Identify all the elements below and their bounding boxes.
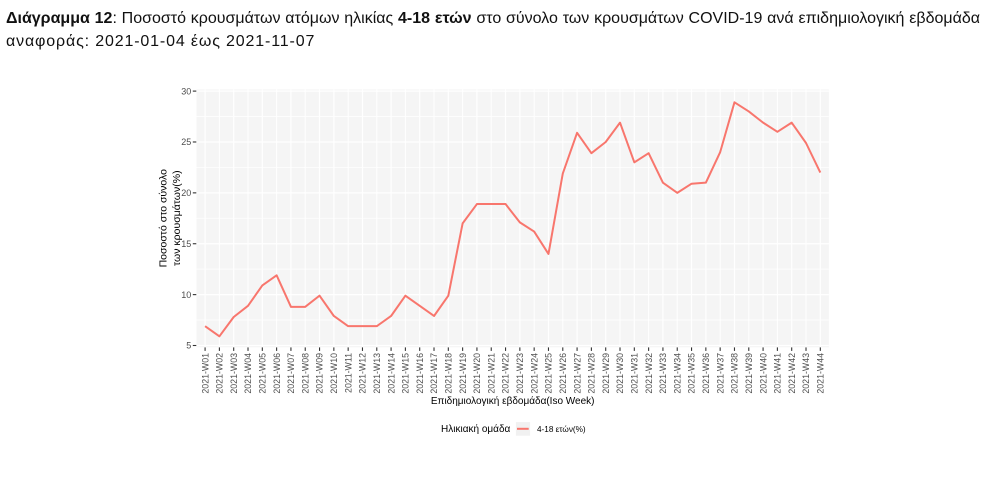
svg-text:2021-W12: 2021-W12 xyxy=(358,353,368,394)
svg-text:2021-W39: 2021-W39 xyxy=(744,353,754,394)
svg-text:2021-W22: 2021-W22 xyxy=(501,353,511,394)
svg-text:30: 30 xyxy=(181,86,191,96)
svg-text:2021-W31: 2021-W31 xyxy=(630,353,640,394)
svg-text:2021-W17: 2021-W17 xyxy=(429,353,439,394)
svg-text:2021-W27: 2021-W27 xyxy=(572,353,582,394)
svg-text:των κρουσμάτων(%): των κρουσμάτων(%) xyxy=(171,170,183,266)
svg-text:2021-W24: 2021-W24 xyxy=(529,353,539,394)
svg-text:2021-W37: 2021-W37 xyxy=(715,353,725,394)
svg-text:2021-W19: 2021-W19 xyxy=(458,353,468,394)
svg-text:2021-W11: 2021-W11 xyxy=(343,353,353,393)
svg-text:2021-W10: 2021-W10 xyxy=(329,353,339,394)
svg-text:2021-W13: 2021-W13 xyxy=(372,353,382,394)
svg-text:10: 10 xyxy=(181,290,191,300)
svg-text:2021-W14: 2021-W14 xyxy=(386,353,396,394)
svg-text:2021-W38: 2021-W38 xyxy=(730,353,740,394)
svg-text:25: 25 xyxy=(181,137,191,147)
svg-text:2021-W33: 2021-W33 xyxy=(658,353,668,394)
svg-text:Επιδημιολογική εβδομάδα(Iso We: Επιδημιολογική εβδομάδα(Iso Week) xyxy=(431,395,595,407)
svg-text:2021-W18: 2021-W18 xyxy=(444,353,454,394)
svg-text:2021-W42: 2021-W42 xyxy=(787,353,797,394)
svg-text:2021-W40: 2021-W40 xyxy=(758,353,768,394)
svg-text:2021-W23: 2021-W23 xyxy=(515,353,525,394)
svg-text:2021-W07: 2021-W07 xyxy=(286,353,296,394)
svg-text:2021-W15: 2021-W15 xyxy=(401,353,411,394)
svg-text:2021-W36: 2021-W36 xyxy=(701,353,711,394)
svg-text:2021-W16: 2021-W16 xyxy=(415,353,425,394)
svg-text:2021-W30: 2021-W30 xyxy=(615,353,625,394)
svg-text:Ποσοστό στο σύνολο: Ποσοστό στο σύνολο xyxy=(158,169,170,268)
svg-text:2021-W08: 2021-W08 xyxy=(300,353,310,394)
svg-text:2021-W34: 2021-W34 xyxy=(672,353,682,394)
svg-text:2021-W25: 2021-W25 xyxy=(544,353,554,394)
svg-text:15: 15 xyxy=(181,239,191,249)
svg-text:2021-W32: 2021-W32 xyxy=(644,353,654,394)
svg-text:2021-W26: 2021-W26 xyxy=(558,353,568,394)
svg-text:2021-W29: 2021-W29 xyxy=(601,353,611,394)
svg-text:2021-W04: 2021-W04 xyxy=(243,353,253,394)
svg-text:2021-W21: 2021-W21 xyxy=(486,353,496,394)
svg-text:2021-W01: 2021-W01 xyxy=(200,353,210,394)
svg-text:Ηλικιακή ομάδα: Ηλικιακή ομάδα xyxy=(441,423,510,435)
svg-text:4-18 ετών(%): 4-18 ετών(%) xyxy=(537,425,586,434)
svg-text:5: 5 xyxy=(186,341,191,351)
svg-text:2021-W44: 2021-W44 xyxy=(816,353,826,394)
svg-text:20: 20 xyxy=(181,188,191,198)
svg-text:2021-W43: 2021-W43 xyxy=(801,353,811,394)
svg-text:2021-W09: 2021-W09 xyxy=(315,353,325,394)
svg-text:2021-W35: 2021-W35 xyxy=(687,353,697,394)
svg-text:2021-W41: 2021-W41 xyxy=(773,353,783,394)
svg-text:2021-W20: 2021-W20 xyxy=(472,353,482,394)
svg-text:2021-W05: 2021-W05 xyxy=(258,353,268,394)
svg-text:2021-W06: 2021-W06 xyxy=(272,353,282,394)
svg-text:2021-W28: 2021-W28 xyxy=(587,353,597,394)
svg-text:2021-W03: 2021-W03 xyxy=(229,353,239,394)
svg-text:2021-W02: 2021-W02 xyxy=(215,353,225,394)
